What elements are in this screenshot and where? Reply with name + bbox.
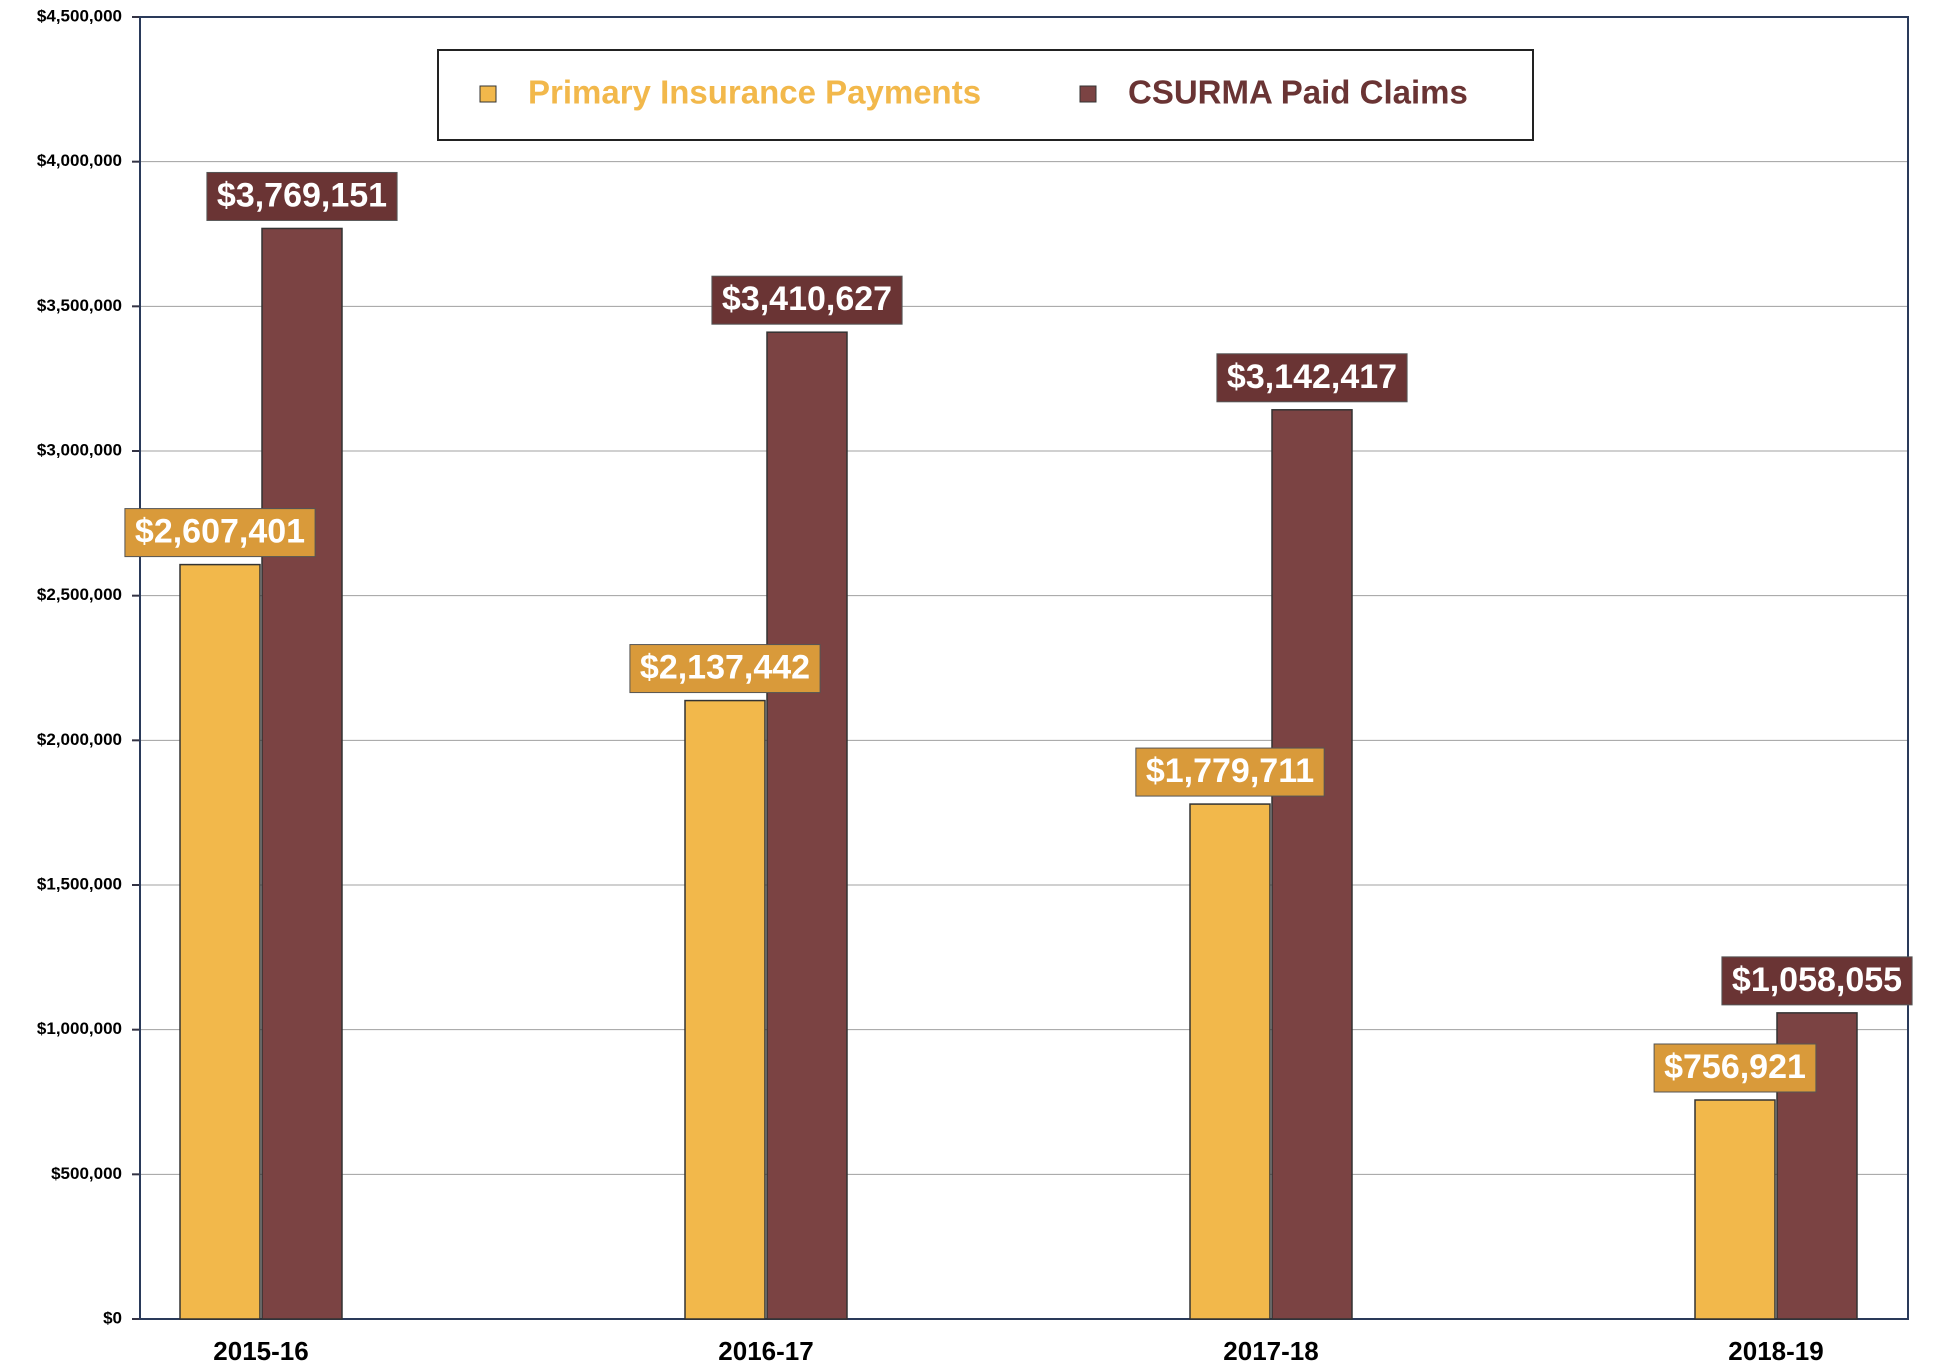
legend-swatch: [479, 85, 497, 103]
x-tick-label: 2015-16: [213, 1336, 308, 1366]
y-tick-label: $2,000,000: [37, 730, 122, 749]
y-tick-label: $2,500,000: [37, 585, 122, 604]
legend-label: Primary Insurance Payments: [528, 74, 981, 111]
value-label: $1,058,055: [1732, 961, 1902, 999]
bar: [766, 331, 848, 1320]
legend-label: CSURMA Paid Claims: [1128, 74, 1468, 111]
y-tick-label: $1,000,000: [37, 1019, 122, 1038]
y-tick-label: $500,000: [51, 1164, 122, 1183]
y-tick-label: $4,500,000: [37, 6, 122, 25]
bar: [261, 227, 343, 1320]
y-tick-label: $4,000,000: [37, 151, 122, 170]
bar: [179, 563, 261, 1320]
value-label-box: [711, 275, 903, 325]
value-label: $3,769,151: [217, 176, 387, 214]
value-label: $2,607,401: [135, 513, 305, 551]
y-tick-label: $3,500,000: [37, 296, 122, 315]
bar: [684, 699, 766, 1320]
value-label-box: [1216, 353, 1408, 403]
bar: [1694, 1099, 1776, 1320]
y-tick-label: $3,000,000: [37, 440, 122, 459]
value-label: $3,410,627: [722, 280, 892, 318]
value-label-box: [1135, 747, 1325, 797]
x-tick-label: 2017-18: [1223, 1336, 1318, 1366]
value-label-box: [206, 171, 398, 221]
value-label-box: [629, 644, 821, 694]
bar: [1189, 803, 1271, 1320]
value-label: $756,921: [1664, 1048, 1806, 1086]
y-tick-label: $1,500,000: [37, 874, 122, 893]
value-label-box: [1721, 956, 1913, 1006]
value-label-box: [1653, 1043, 1817, 1093]
value-label: $3,142,417: [1227, 358, 1397, 396]
bar: [1271, 409, 1353, 1320]
value-label-box: [124, 508, 316, 558]
x-tick-label: 2018-19: [1728, 1336, 1823, 1366]
legend-swatch: [1079, 85, 1097, 103]
value-label: $1,779,711: [1146, 752, 1314, 790]
x-tick-label: 2016-17: [718, 1336, 813, 1366]
y-tick-label: $0: [103, 1308, 122, 1327]
legend-box: [437, 49, 1534, 141]
value-label: $2,137,442: [640, 649, 810, 687]
plot-border: [139, 16, 1909, 1320]
